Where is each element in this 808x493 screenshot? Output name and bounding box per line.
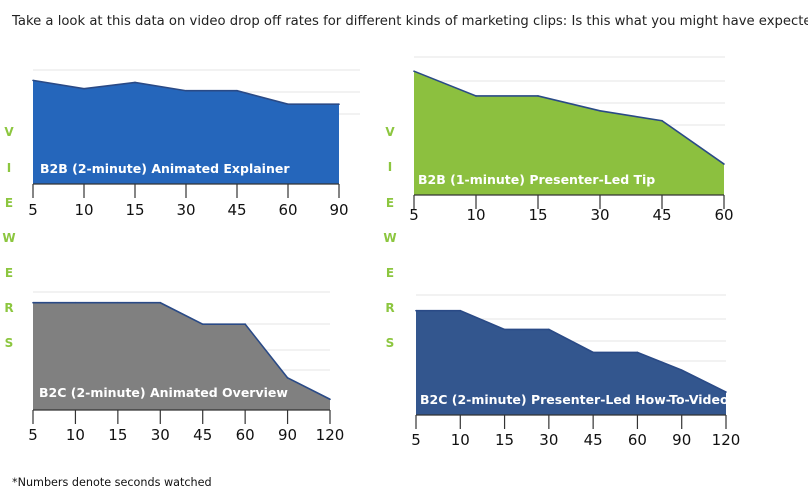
x-tick-label: 30 bbox=[176, 201, 195, 219]
x-tick-label: 15 bbox=[108, 426, 127, 444]
data-point bbox=[415, 309, 417, 312]
data-point bbox=[475, 95, 477, 97]
side-label-letter: E bbox=[4, 196, 14, 210]
data-point bbox=[236, 89, 238, 92]
x-tick-label: 5 bbox=[28, 201, 38, 219]
series-title: B2C (2-minute) Presenter-Led How-To-Vide… bbox=[420, 392, 729, 407]
x-tick-label: 60 bbox=[628, 431, 647, 449]
data-point bbox=[725, 391, 727, 393]
x-tick-label: 10 bbox=[74, 201, 93, 219]
x-tick-label: 10 bbox=[466, 206, 485, 224]
area-fill bbox=[33, 80, 339, 184]
x-tick-label: 5 bbox=[409, 206, 419, 224]
area-outline bbox=[33, 301, 331, 400]
data-point bbox=[636, 351, 639, 354]
side-label-letter: E bbox=[385, 196, 395, 210]
chart-b2b-animated-explainer: 5 10 15 30 45 60 90 B2B (2-minute) Animated Exp… bbox=[28, 69, 360, 219]
data-point bbox=[83, 87, 85, 90]
side-label-letter: I bbox=[387, 160, 393, 174]
x-tick-label: 15 bbox=[495, 431, 514, 449]
side-label-letter: R bbox=[385, 301, 395, 315]
data-point bbox=[537, 95, 539, 97]
x-tick-label: 120 bbox=[712, 431, 741, 449]
series-title: B2C (2-minute) Animated Overview bbox=[39, 385, 288, 400]
side-label-letter: V bbox=[4, 125, 14, 139]
data-point bbox=[413, 70, 415, 72]
x-tick-label: 5 bbox=[28, 426, 38, 444]
data-point bbox=[680, 369, 683, 371]
data-point bbox=[599, 110, 601, 112]
side-label-letter: V bbox=[385, 125, 395, 139]
side-label-letter: E bbox=[385, 266, 395, 280]
x-tick-label: 90 bbox=[672, 431, 691, 449]
data-point bbox=[592, 351, 594, 354]
data-point bbox=[117, 301, 119, 304]
side-label-letter: S bbox=[385, 336, 395, 350]
side-label-letter: W bbox=[383, 231, 397, 245]
x-tick-label: 90 bbox=[329, 201, 348, 219]
data-point bbox=[244, 323, 246, 325]
area-fill bbox=[414, 71, 724, 195]
x-tick-label: 30 bbox=[151, 426, 170, 444]
x-tick-label: 120 bbox=[316, 426, 345, 444]
data-point bbox=[134, 81, 136, 84]
chart-b2c-animated-overview: 5 10 15 30 45 60 90 120 B2C (2-minute) Animated … bbox=[28, 291, 345, 444]
data-point bbox=[185, 89, 187, 92]
area-outline bbox=[413, 70, 725, 165]
side-label-letter: W bbox=[2, 231, 16, 245]
series-title: B2B (1-minute) Presenter-Led Tip bbox=[418, 172, 655, 187]
data-point bbox=[159, 301, 162, 304]
data-point bbox=[201, 323, 204, 325]
page-heading: Take a look at this data on video drop o… bbox=[12, 14, 808, 29]
x-tick-label: 60 bbox=[236, 426, 255, 444]
chart-b2b-presenter-led-tip: 5 10 15 30 45 60 B2B (1-minute) Presenter-Led … bbox=[409, 56, 734, 224]
data-point bbox=[74, 301, 77, 304]
data-point bbox=[338, 103, 340, 105]
side-label-letter: R bbox=[4, 301, 14, 315]
data-point bbox=[329, 398, 331, 401]
data-point bbox=[548, 328, 550, 331]
data-point bbox=[32, 79, 34, 82]
side-label-letter: S bbox=[4, 336, 14, 350]
x-tick-label: 45 bbox=[227, 201, 246, 219]
area-fill bbox=[416, 310, 726, 415]
data-point bbox=[286, 377, 289, 379]
x-tick-label: 15 bbox=[528, 206, 547, 224]
x-tick-label: 60 bbox=[278, 201, 297, 219]
x-tick-label: 30 bbox=[590, 206, 609, 224]
x-tick-label: 60 bbox=[714, 206, 733, 224]
area-outline bbox=[416, 309, 727, 393]
area-fill bbox=[33, 302, 330, 410]
data-point bbox=[723, 163, 725, 165]
chart-b2c-presenter-led-how-to: 5 10 15 30 45 60 90 120 B2C (2-minute) Presenter… bbox=[411, 294, 741, 449]
footnote: *Numbers denote seconds watched bbox=[12, 476, 212, 489]
x-tick-label: 90 bbox=[278, 426, 297, 444]
x-tick-label: 15 bbox=[125, 201, 144, 219]
data-point bbox=[287, 103, 289, 105]
data-point bbox=[661, 119, 663, 122]
x-tick-label: 30 bbox=[539, 431, 558, 449]
x-tick-label: 5 bbox=[411, 431, 421, 449]
side-label-letter: E bbox=[4, 266, 14, 280]
data-point bbox=[32, 301, 34, 304]
x-tick-label: 10 bbox=[66, 426, 85, 444]
series-title: B2B (2-minute) Animated Explainer bbox=[40, 161, 290, 176]
data-point bbox=[503, 328, 506, 331]
x-tick-label: 10 bbox=[451, 431, 470, 449]
side-label-letter: I bbox=[6, 161, 12, 175]
x-tick-label: 45 bbox=[584, 431, 603, 449]
x-tick-label: 45 bbox=[652, 206, 671, 224]
data-point bbox=[459, 309, 462, 312]
x-tick-label: 45 bbox=[193, 426, 212, 444]
